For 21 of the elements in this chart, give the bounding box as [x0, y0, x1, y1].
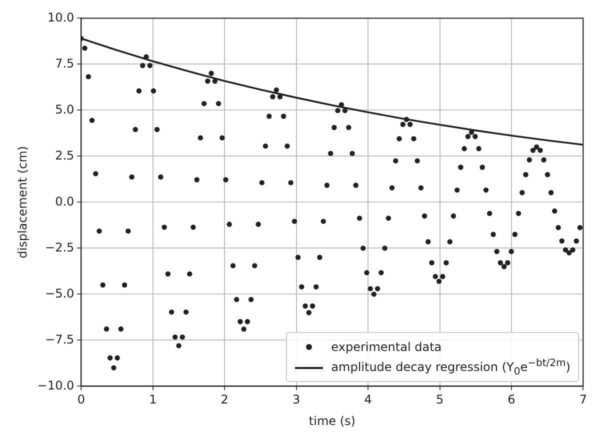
x-tick-label: 7	[579, 392, 588, 407]
x-tick-label: 0	[77, 392, 85, 407]
x-tick-label: 5	[436, 392, 444, 407]
x-tick-label: 1	[149, 392, 157, 407]
legend-label: experimental data	[331, 340, 442, 354]
y-tick-label: −5.0	[45, 286, 74, 300]
x-axis-title: time (s)	[308, 414, 356, 428]
x-tick-label: 2	[220, 392, 228, 407]
legend-label: amplitude decay regression (Y$_{0}$e$^{−bt/2m}$)	[331, 358, 570, 378]
x-tick-label: 3	[292, 392, 300, 407]
y-tick-label: 5.0	[55, 102, 74, 116]
y-tick-label: 7.5	[55, 56, 74, 70]
y-tick-label: −7.5	[45, 332, 74, 346]
y-tick-label: −10.0	[37, 378, 74, 392]
x-tick-label: 4	[364, 392, 372, 407]
y-axis-title: displacement (cm)	[15, 146, 30, 258]
y-tick-label: 10.0	[47, 10, 74, 24]
y-tick-label: 2.5	[55, 148, 74, 162]
y-tick-label: 0.0	[55, 194, 74, 208]
x-tick-label: 6	[508, 392, 516, 407]
y-tick-label: −2.5	[45, 240, 74, 254]
